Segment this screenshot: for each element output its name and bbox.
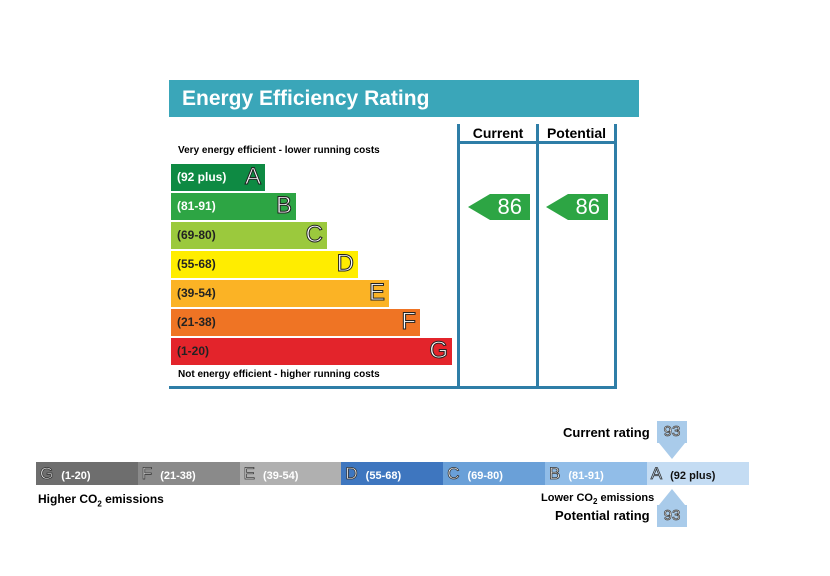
band-range-label: (1-20) bbox=[177, 344, 210, 358]
band-range-label: (21-38) bbox=[177, 315, 216, 329]
header-underline bbox=[457, 141, 617, 144]
current-co2-pointer bbox=[659, 443, 685, 459]
band-letter: A bbox=[244, 163, 261, 191]
current-rating-value: 86 bbox=[497, 194, 522, 219]
potential-co2-bubble: 93 bbox=[657, 505, 687, 527]
chart-title: Energy Efficiency Rating bbox=[169, 80, 639, 117]
co2-band-range: (81-91) bbox=[568, 470, 604, 482]
band-f: (21-38) F bbox=[171, 308, 420, 336]
band-letter: D bbox=[336, 250, 354, 278]
frame-line-right bbox=[614, 124, 617, 388]
co2-band-f: F (21-38) bbox=[137, 462, 241, 485]
band-range-label: (92 plus) bbox=[177, 170, 227, 184]
band-range-label: (39-54) bbox=[177, 286, 216, 300]
band-letter: F bbox=[401, 308, 417, 336]
band-d: (55-68) D bbox=[171, 250, 358, 278]
frame-line-bottom bbox=[169, 386, 617, 389]
co2-band-range: (55-68) bbox=[365, 470, 402, 482]
co2-band-letter: G bbox=[40, 464, 54, 484]
band-c: (69-80) C bbox=[171, 221, 327, 249]
co2-band-letter: F bbox=[141, 464, 153, 484]
top-note: Very energy efficient - lower running co… bbox=[178, 145, 380, 156]
current-rating-arrow: 86 bbox=[468, 194, 530, 220]
band-e: (39-54) E bbox=[171, 279, 389, 307]
potential-rating-label: Potential rating bbox=[555, 508, 650, 523]
higher-co2-label: Higher CO2 emissions bbox=[38, 492, 164, 509]
band-letter: C bbox=[305, 221, 323, 249]
co2-band-g: G (1-20) bbox=[36, 462, 139, 485]
band-range-label: (69-80) bbox=[177, 228, 216, 242]
co2-band-a: A (92 plus) bbox=[646, 462, 750, 485]
band-range-label: (55-68) bbox=[177, 257, 216, 271]
co2-band-d: D (55-68) bbox=[341, 462, 444, 485]
potential-rating-arrow: 86 bbox=[546, 194, 608, 220]
band-letter: B bbox=[275, 192, 292, 220]
frame-line-middle bbox=[536, 124, 539, 388]
co2-band-letter: D bbox=[345, 464, 358, 484]
co2-band-range: (1-20) bbox=[61, 470, 91, 482]
co2-band-letter: C bbox=[447, 464, 460, 484]
potential-rating-value: 86 bbox=[575, 194, 600, 219]
potential-co2-pointer bbox=[659, 489, 685, 505]
frame-line-left bbox=[457, 124, 460, 388]
co2-band-letter: B bbox=[549, 464, 561, 484]
co2-band-b: B (81-91) bbox=[545, 462, 648, 485]
co2-band-letter: E bbox=[243, 464, 255, 484]
current-co2-bubble: 93 bbox=[657, 421, 687, 443]
band-b: (81-91) B bbox=[171, 192, 296, 220]
co2-band-c: C (69-80) bbox=[443, 462, 546, 485]
co2-band-e: E (39-54) bbox=[239, 462, 342, 485]
column-header-current: Current bbox=[472, 125, 524, 141]
co2-band-range: (69-80) bbox=[467, 470, 503, 482]
co2-band-range: (39-54) bbox=[262, 470, 299, 482]
band-g: (1-20) G bbox=[171, 337, 452, 365]
co2-band-letter: A bbox=[650, 464, 663, 484]
bottom-note: Not energy efficient - higher running co… bbox=[178, 369, 380, 380]
lower-co2-label: Lower CO2 emissions bbox=[541, 492, 655, 507]
column-header-potential: Potential bbox=[546, 125, 607, 141]
band-letter: E bbox=[368, 279, 385, 307]
current-rating-label: Current rating bbox=[563, 425, 650, 440]
band-a: (92 plus) A bbox=[171, 163, 265, 191]
band-letter: G bbox=[429, 337, 449, 365]
co2-band-range: (21-38) bbox=[160, 470, 196, 482]
co2-band-range: (92 plus) bbox=[670, 470, 716, 482]
band-range-label: (81-91) bbox=[177, 199, 216, 213]
